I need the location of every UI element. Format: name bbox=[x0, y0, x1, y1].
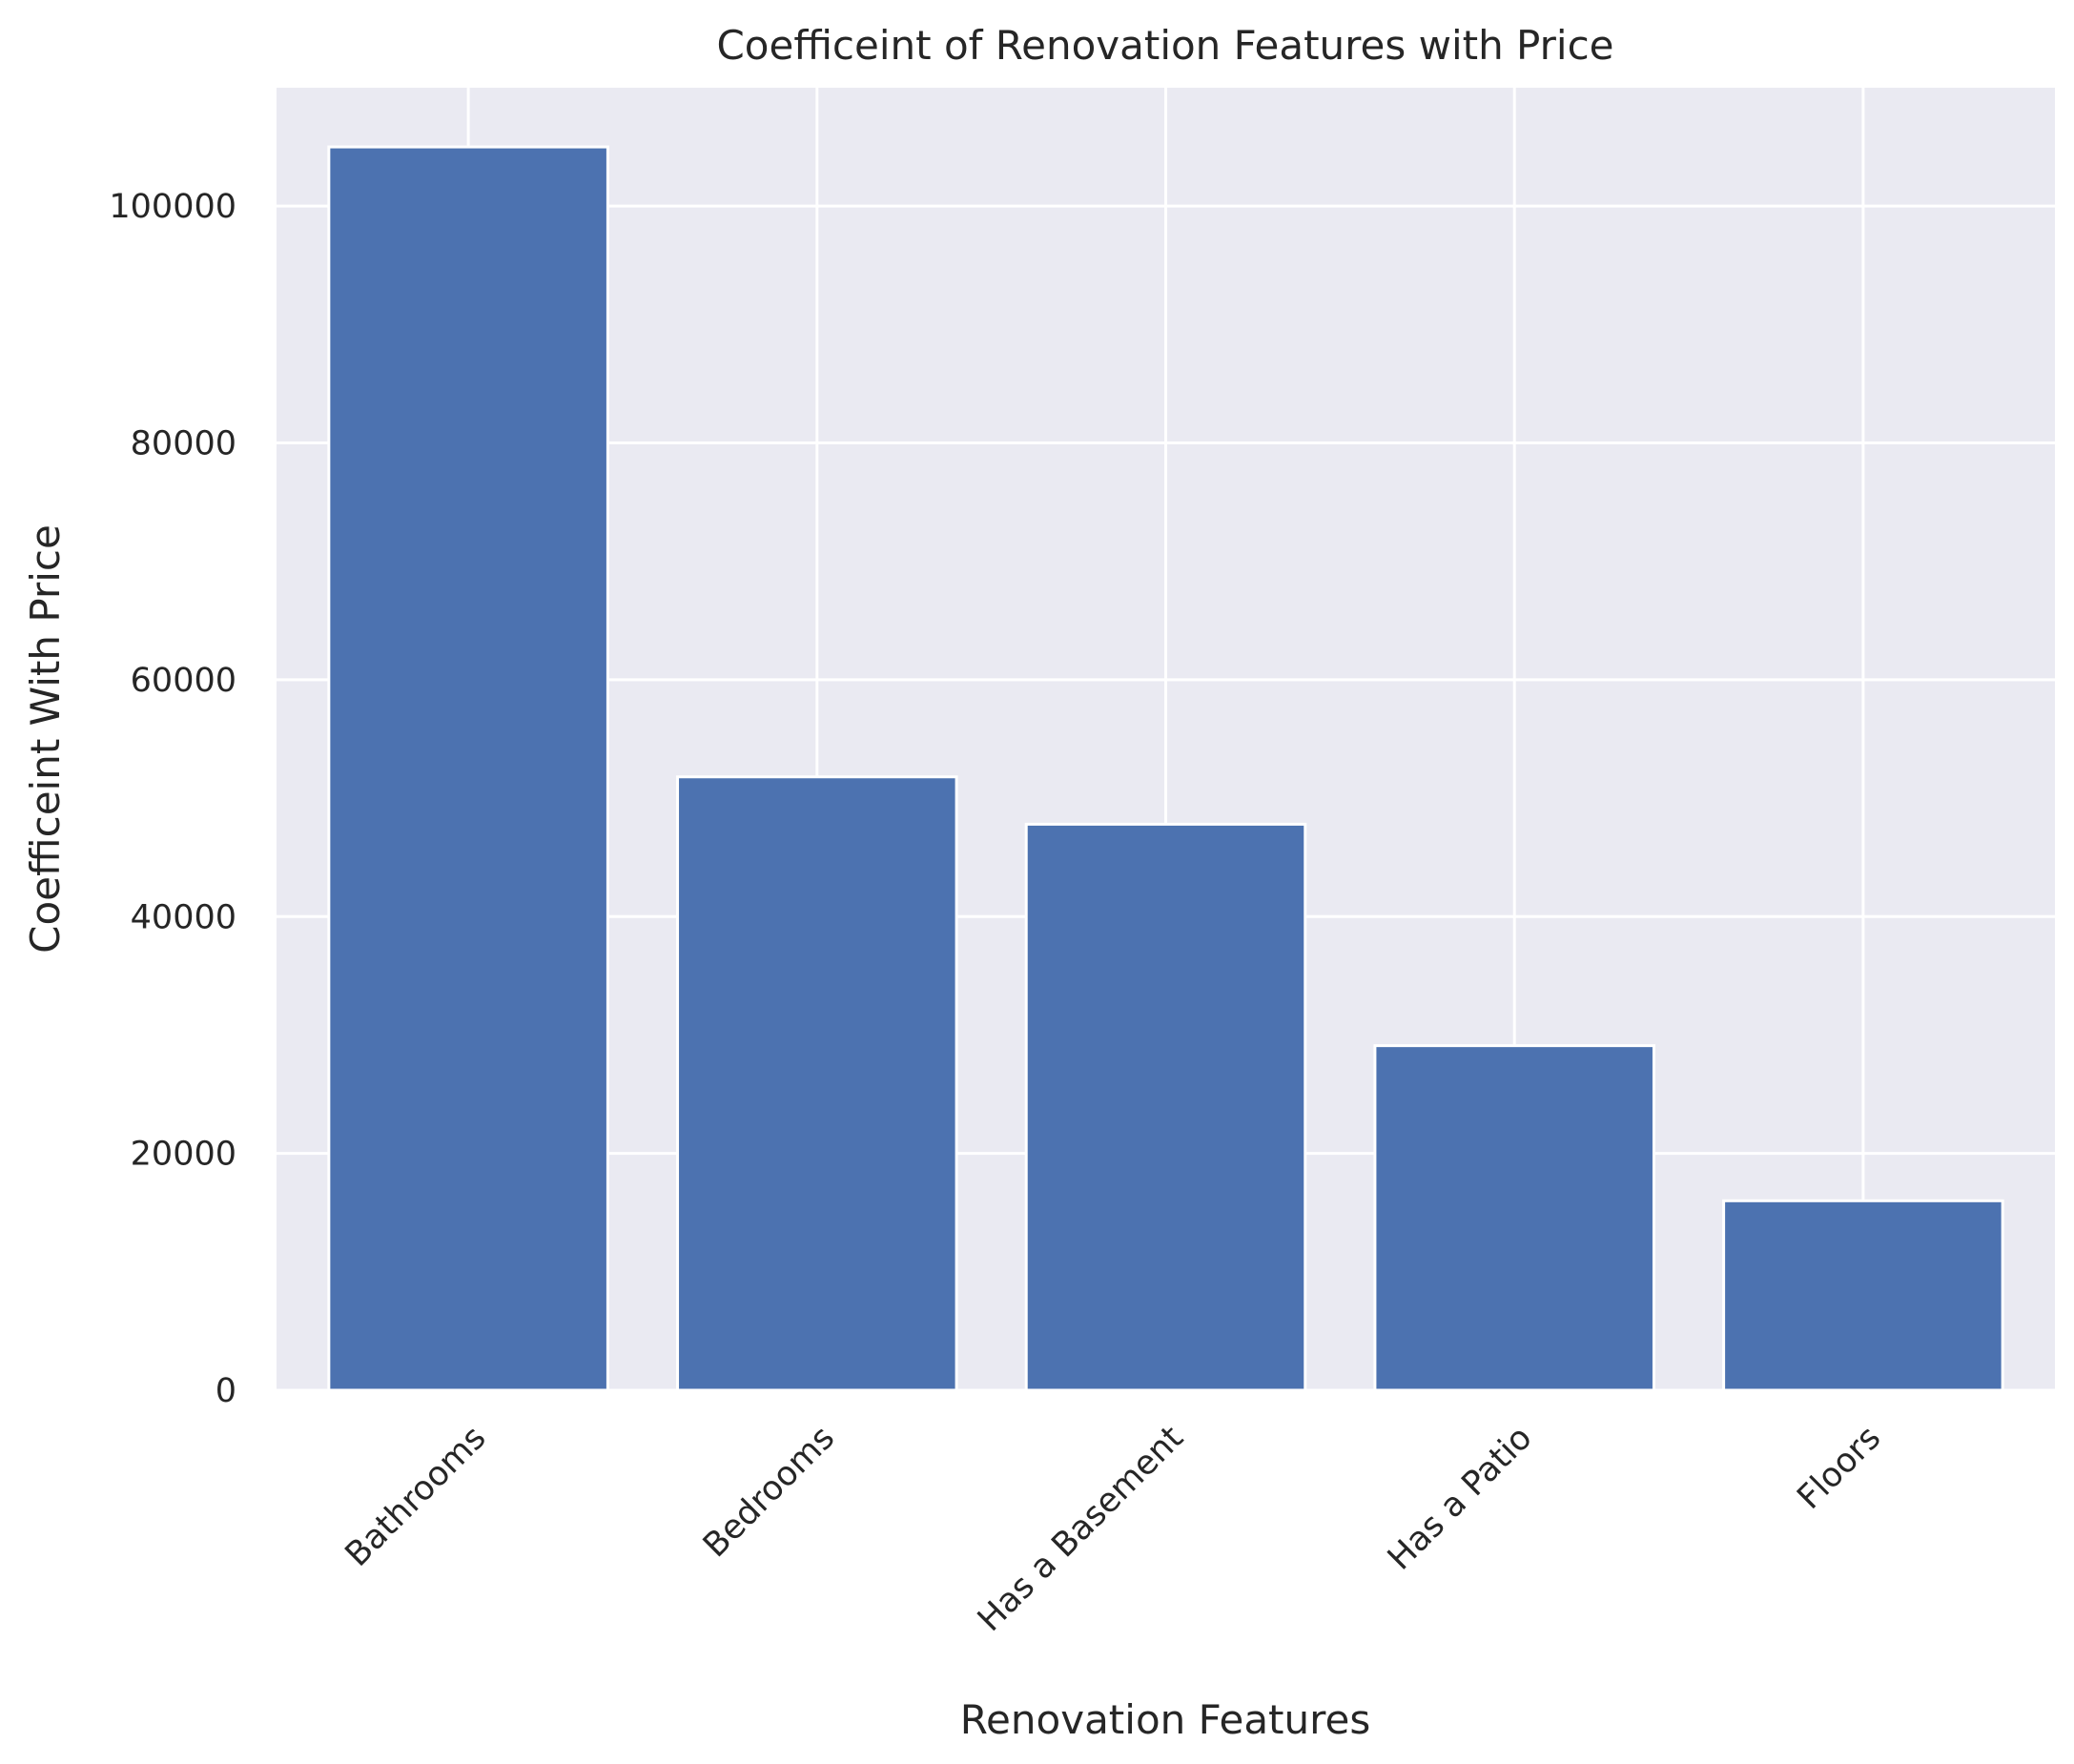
y-tick-label: 40000 bbox=[131, 898, 236, 936]
x-tick-labels: Bathrooms Bedrooms Has a Basement Has a Pat… bbox=[339, 1419, 1888, 1639]
bar-has-a-basement bbox=[1024, 822, 1307, 1392]
y-tick-label: 60000 bbox=[131, 662, 236, 700]
bar-bedrooms bbox=[676, 775, 958, 1392]
y-tick-labels: 0 20000 40000 60000 80000 100000 bbox=[109, 188, 236, 1410]
x-tick-label: Has a Patio bbox=[1381, 1419, 1540, 1578]
x-tick-label: Floors bbox=[1790, 1419, 1888, 1517]
bar-has-a-patio bbox=[1373, 1044, 1655, 1392]
bar-bathrooms bbox=[327, 145, 609, 1392]
x-tick-label: Bathrooms bbox=[339, 1419, 494, 1574]
x-tick-label: Has a Basement bbox=[971, 1419, 1191, 1639]
y-tick-label: 0 bbox=[216, 1372, 236, 1410]
y-axis-label: Coefficeint With Price bbox=[22, 524, 69, 954]
x-axis-label: Renovation Features bbox=[960, 1696, 1370, 1743]
chart-title: Coefficeint of Renovation Features with … bbox=[716, 22, 1613, 69]
bars bbox=[327, 145, 2004, 1392]
y-tick-label: 80000 bbox=[131, 425, 236, 463]
y-tick-label: 100000 bbox=[109, 188, 236, 226]
y-tick-label: 20000 bbox=[131, 1136, 236, 1174]
bar-floors bbox=[1722, 1199, 2004, 1392]
x-tick-label: Bedrooms bbox=[696, 1419, 842, 1565]
